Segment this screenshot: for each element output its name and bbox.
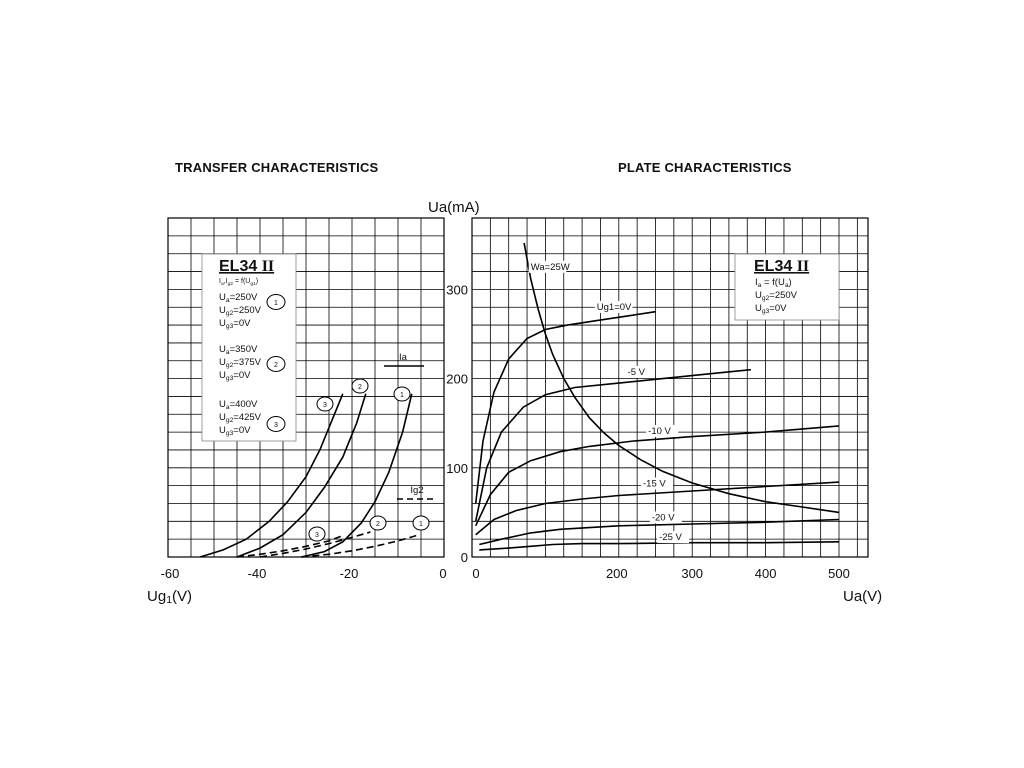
- plate-grid: [471, 217, 869, 558]
- condition-line: Ua=250V: [219, 292, 258, 304]
- curve-label: -10 V: [648, 426, 671, 437]
- plate-legend-line: Ia = f(Ua): [755, 277, 792, 289]
- plate-x-axis-label: Ua(V): [843, 588, 882, 605]
- curve-label-bg: [625, 366, 653, 379]
- plate-curve: [523, 242, 840, 514]
- chart-labels: -60 -40 -20 0 Ug1(V) 0 200 300 400 500 0 100 200 300 U…: [147, 199, 882, 606]
- condition-marker-2: [266, 356, 286, 372]
- condition-line: Ua=400V: [219, 399, 258, 411]
- curve-marker: [308, 526, 326, 542]
- curve-marker: [393, 386, 411, 402]
- plate-legend-line: Ug2=250V: [755, 290, 798, 302]
- curve-label: -15 V: [643, 479, 666, 490]
- x-tick-label: -40: [248, 566, 267, 581]
- curve-label-bg: [649, 511, 682, 524]
- plot-frame: [471, 217, 869, 558]
- plate-curve: [475, 481, 840, 536]
- condition-marker-1: [266, 294, 286, 310]
- transfer-chart-title: TRANSFER CHARACTERISTICS: [175, 160, 379, 175]
- ia-curve-3: [199, 393, 344, 558]
- condition-line: Ug3=0V: [219, 425, 251, 437]
- plate-legend-box: [734, 253, 840, 321]
- curve-label: -25 V: [659, 532, 682, 543]
- curve-label-bg: [528, 260, 567, 273]
- x-tick-label: -60: [161, 566, 180, 581]
- ia-curve-1: [301, 393, 413, 558]
- curve-marker: [316, 396, 334, 412]
- x-tick-label: 0: [472, 566, 479, 581]
- condition-marker-3: [266, 416, 286, 432]
- plate-legend-title: EL34 II: [754, 258, 809, 275]
- y-tick-label: 100: [446, 461, 468, 476]
- condition-line: Ug2=250V: [219, 305, 262, 317]
- x-tick-label: -20: [340, 566, 359, 581]
- plate-curve: [474, 310, 656, 504]
- curve-marker-label: 1: [419, 521, 423, 528]
- curve-marker: [351, 378, 369, 394]
- transfer-legend-title: EL34 II: [219, 258, 274, 275]
- curve-marker: [412, 515, 430, 531]
- curve-marker-label: 3: [323, 402, 327, 409]
- x-tick-label: 0: [439, 566, 446, 581]
- y-tick-label: 200: [446, 372, 468, 387]
- curve-marker-label: 1: [400, 392, 404, 399]
- plate-curve: [479, 518, 840, 546]
- transfer-legend-box: [201, 253, 297, 442]
- y-tick-label: 300: [446, 282, 468, 297]
- ig2-curve-1: [301, 534, 417, 558]
- curve-label: Ug1=0V: [597, 302, 632, 313]
- condition-line: Ug3=0V: [219, 318, 251, 330]
- curve-marker-label: 2: [376, 521, 380, 528]
- condition-marker-label: 3: [274, 422, 278, 429]
- curve-label: -20 V: [652, 512, 675, 523]
- plate-y-axis-label: Ua(mA): [428, 199, 480, 216]
- condition-line: Ug2=375V: [219, 357, 262, 369]
- curve-label-bg: [641, 477, 674, 490]
- x-tick-label: 400: [755, 566, 777, 581]
- ig2-annotation: Ig2: [410, 485, 423, 496]
- plate-curve: [474, 425, 840, 527]
- ig2-curve-3: [236, 534, 344, 558]
- condition-line: Ua=350V: [219, 344, 258, 356]
- curve-marker: [369, 515, 387, 531]
- plate-curve: [479, 541, 840, 551]
- curve-marker-label: 2: [358, 384, 362, 391]
- curve-label: -5 V: [628, 367, 646, 378]
- condition-marker-label: 2: [274, 362, 278, 369]
- condition-line: Ug3=0V: [219, 370, 251, 382]
- transfer-x-axis-label: Ug1(V): [147, 588, 192, 606]
- curve-label-bg: [657, 531, 690, 544]
- curve-label-bg: [646, 424, 679, 437]
- x-tick-label: 200: [606, 566, 628, 581]
- curve-label-bg: [594, 300, 633, 313]
- x-tick-label: 300: [681, 566, 703, 581]
- condition-line: Ug2=425V: [219, 412, 262, 424]
- y-tick-label: 0: [461, 550, 468, 565]
- plate-legend-line: Ug3=0V: [755, 303, 787, 315]
- curve-marker-label: 3: [315, 532, 319, 539]
- plate-curves: [474, 242, 840, 551]
- condition-marker-label: 1: [274, 300, 278, 307]
- x-tick-label: 500: [828, 566, 850, 581]
- ia-curve-2: [236, 393, 367, 558]
- plate-curve: [474, 368, 751, 522]
- curve-label: Wa=25W: [531, 262, 570, 273]
- plate-chart-title: PLATE CHARACTERISTICS: [618, 160, 792, 175]
- transfer-curves: [199, 393, 417, 558]
- ig2-curve-2: [259, 531, 371, 558]
- transfer-relation: Ia,Ig2 = f(Ug1): [219, 278, 258, 287]
- ia-annotation: Ia: [399, 352, 408, 363]
